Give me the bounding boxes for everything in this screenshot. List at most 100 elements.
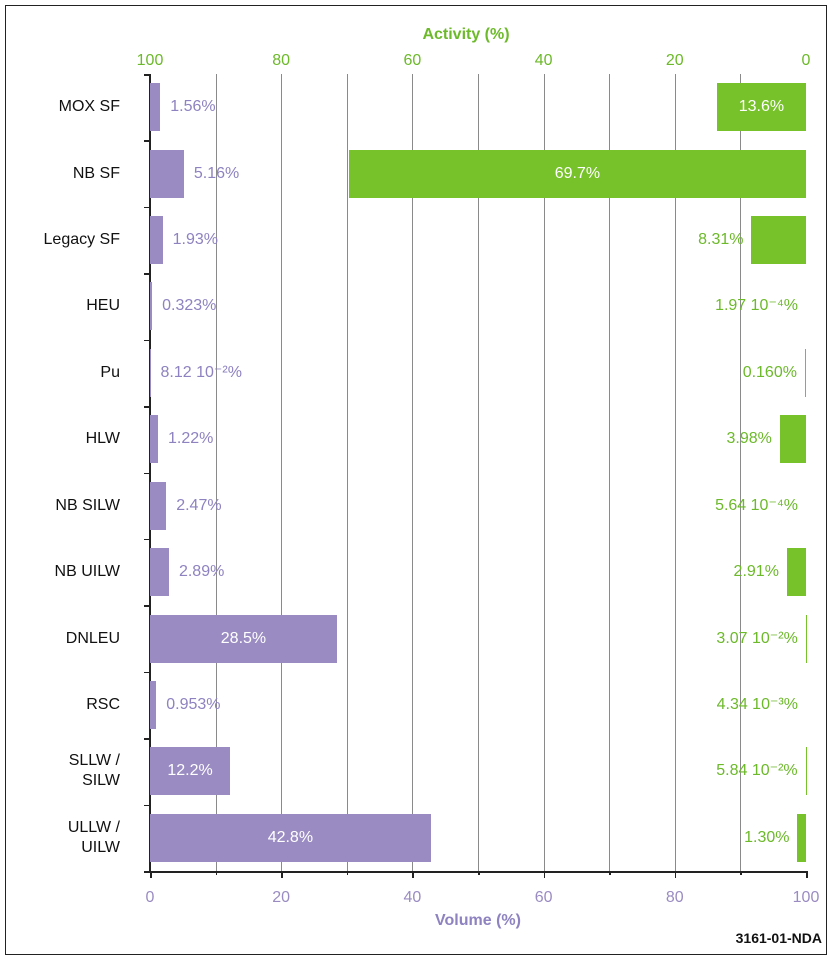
category-label: NB UILW (54, 563, 120, 581)
category-label: ULLW / UILW (67, 818, 120, 856)
x2-tick-label: 20 (665, 52, 684, 69)
value-label: 1.56% (170, 98, 216, 116)
bar (150, 415, 158, 464)
y-tick (144, 273, 150, 275)
value-label: 2.89% (178, 563, 225, 581)
category-label: Pu (100, 363, 120, 381)
category-label: HLW (85, 430, 120, 448)
x-tick (674, 871, 677, 878)
bar (786, 548, 806, 597)
x-tick (740, 871, 742, 875)
x-tick (346, 871, 349, 875)
x2-axis-title: Activity (%) (422, 26, 510, 43)
x-tick (150, 871, 152, 878)
bar (150, 348, 151, 397)
x-tick (478, 871, 480, 875)
value-label: 28.5% (220, 629, 267, 647)
category-label: NB SILW (55, 496, 120, 514)
x-tick (806, 871, 808, 878)
bar (150, 481, 167, 530)
grid-line (543, 74, 545, 871)
value-label: 8.31% (698, 231, 744, 249)
x-tick (215, 871, 218, 875)
value-label: 13.6% (738, 98, 785, 116)
grid-line (215, 74, 217, 871)
bar (716, 83, 806, 132)
bar (150, 83, 161, 132)
bar (150, 216, 163, 265)
value-label: 1.93% (172, 231, 219, 249)
value-label: 2.91% (733, 563, 779, 581)
grid-line (281, 74, 283, 871)
value-label: 5.16% (193, 164, 240, 182)
x-tick (412, 871, 414, 878)
bar (804, 348, 806, 397)
x-tick (281, 871, 283, 878)
category-label: HEU (86, 297, 120, 315)
x-tick (609, 871, 611, 875)
y-tick (144, 671, 150, 674)
value-label: 5.84 10⁻²% (716, 762, 798, 780)
value-label: 3.07 10⁻²% (716, 629, 798, 647)
bar (150, 680, 157, 729)
category-label: SLLW / SILW (68, 752, 120, 790)
value-label: 0.160% (742, 363, 797, 381)
grid-line (609, 74, 611, 871)
x-tick-label: 100 (792, 889, 820, 906)
category-label: Legacy SF (43, 231, 120, 249)
grid-line (346, 74, 348, 871)
grid-line (412, 74, 414, 871)
bar (751, 216, 806, 265)
x2-tick-label: 60 (403, 52, 422, 69)
y-tick (144, 804, 150, 807)
grid-line (740, 74, 742, 871)
value-label: 5.64 10⁻⁴% (715, 496, 798, 514)
x-tick-label: 0 (145, 889, 155, 906)
y-tick (144, 206, 150, 209)
x-tick-label: 20 (272, 889, 291, 906)
x-tick-label: 40 (403, 889, 422, 906)
x2-tick-label: 100 (136, 52, 164, 69)
bar (779, 415, 806, 464)
y-tick (144, 472, 150, 474)
bar (348, 149, 806, 198)
bar (150, 747, 231, 796)
category-label: RSC (86, 695, 120, 713)
bar (150, 149, 184, 198)
bar (150, 813, 431, 862)
value-label: 42.8% (267, 828, 314, 846)
bar (150, 282, 153, 331)
value-label: 12.2% (167, 762, 213, 780)
grid-line (674, 74, 676, 871)
grid-line (478, 74, 479, 871)
category-label: MOX SF (58, 98, 120, 116)
x2-tick-label: 0 (801, 52, 811, 69)
y-tick (144, 339, 150, 342)
bar (797, 813, 806, 862)
category-label: NB SF (72, 164, 120, 182)
bar (150, 614, 337, 663)
y-tick (144, 605, 150, 607)
value-label: 3.98% (726, 430, 772, 448)
value-label: 69.7% (554, 164, 601, 182)
value-label: 0.323% (162, 297, 217, 315)
y-tick (144, 871, 150, 873)
x-tick-label: 60 (534, 889, 553, 906)
value-label: 4.34 10⁻³% (716, 695, 798, 713)
y-tick (144, 538, 150, 541)
y-tick (144, 74, 150, 76)
value-label: 1.30% (744, 828, 790, 846)
frame (5, 5, 827, 955)
y-tick (144, 140, 150, 142)
x-tick-label: 80 (665, 889, 684, 906)
y-tick (144, 738, 150, 740)
value-label: 1.22% (168, 430, 214, 448)
value-label: 0.953% (166, 695, 221, 713)
value-label: 1.97 10⁻⁴% (715, 297, 798, 315)
x-tick (543, 871, 546, 878)
x-axis-title: Volume (%) (435, 912, 521, 929)
y-tick (144, 406, 150, 408)
value-label: 2.47% (176, 496, 222, 514)
x2-tick-label: 80 (272, 52, 291, 69)
